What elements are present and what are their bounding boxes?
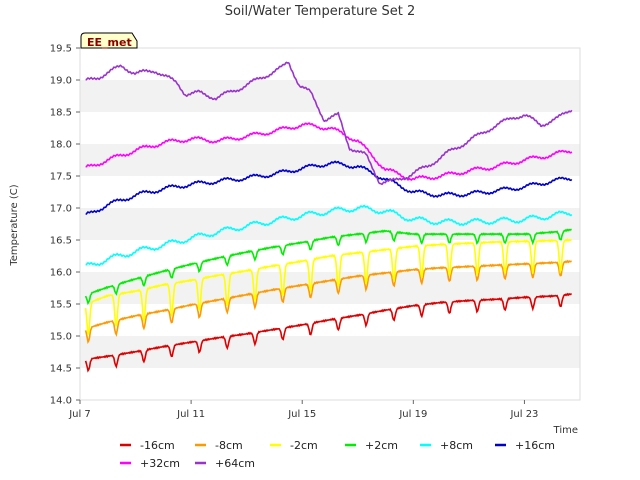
site-badge: EE_met <box>80 32 138 49</box>
y-tick-label: 16.5 <box>50 236 72 247</box>
site-badge-label: EE_met <box>87 36 132 49</box>
x-tick-label: Jul 23 <box>509 409 538 420</box>
legend-label: -8cm <box>215 439 243 452</box>
series-line-+2cm <box>84 228 572 306</box>
legend-label: +32cm <box>140 457 180 470</box>
y-tick-label: 16.0 <box>50 268 72 279</box>
y-tick-label: 14.5 <box>50 364 72 375</box>
x-tick-label: Jul 19 <box>398 409 427 420</box>
x-tick-label: Jul 7 <box>68 409 91 420</box>
grid-band <box>80 144 580 176</box>
legend-label: +16cm <box>515 439 555 452</box>
grid-band <box>80 208 580 240</box>
series-line--2cm <box>84 238 572 335</box>
y-axis-title: Temperature (C) <box>9 184 20 266</box>
y-tick-label: 14.0 <box>50 396 72 407</box>
series-line-+64cm <box>85 61 573 186</box>
legend-label: +64cm <box>215 457 255 470</box>
y-tick-label: 15.0 <box>50 332 72 343</box>
plot-border <box>79 47 581 401</box>
legend-label: -16cm <box>140 439 175 452</box>
y-tick-label: 19.0 <box>50 76 72 87</box>
y-tick-label: 18.5 <box>50 108 72 119</box>
grid-band <box>80 368 580 400</box>
grid-band <box>80 336 580 368</box>
x-axis: Jul 7 Jul 11 Jul 15 Jul 19 Jul 23 <box>68 400 538 420</box>
x-tick-label: Jul 15 <box>287 409 316 420</box>
grid-band <box>80 176 580 208</box>
grid-band <box>80 48 580 80</box>
series-line--16cm <box>84 292 572 373</box>
chart-title: Soil/Water Temperature Set 2 <box>225 4 416 19</box>
plot-area <box>84 61 573 373</box>
y-tick-label: 17.0 <box>50 204 72 215</box>
series-line-+16cm <box>85 160 573 215</box>
legend-label: +2cm <box>365 439 398 452</box>
y-tick-label: 18.0 <box>50 140 72 151</box>
y-tick-label: 19.5 <box>50 44 72 55</box>
x-tick-label: Jul 11 <box>176 409 205 420</box>
legend-label: -2cm <box>290 439 318 452</box>
series-line-+8cm <box>85 204 573 267</box>
series-line-+32cm <box>85 122 573 182</box>
y-axis: 14.0 14.5 15.0 15.5 16.0 16.5 17.0 17.5 18.0 18.5… <box>50 44 80 407</box>
legend-label: +8cm <box>440 439 473 452</box>
y-tick-label: 15.5 <box>50 300 72 311</box>
legend: -16cm -8cm -2cm +2cm +8cm +16cm +32cm +64cm <box>120 439 555 470</box>
x-axis-title: Time <box>553 425 578 436</box>
series-line--8cm <box>84 259 572 345</box>
y-tick-label: 17.5 <box>50 172 72 183</box>
grid-band <box>80 80 580 112</box>
